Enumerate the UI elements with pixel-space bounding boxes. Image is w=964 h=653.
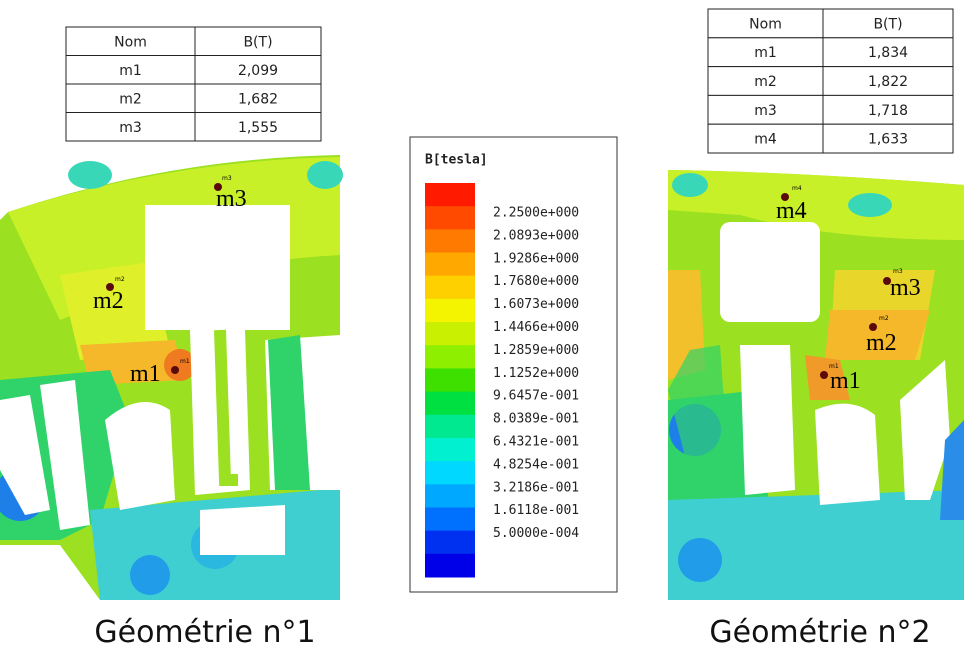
marker-dot [214, 183, 222, 191]
marker-dot [171, 366, 179, 374]
table-row [65, 26, 322, 56]
legend: B[tesla] 2.2500e+000 2.0893e+000 1.9286e+0… [409, 136, 618, 593]
legend-swatch [425, 345, 475, 369]
table-cell: m2 [754, 74, 777, 90]
legend-swatch [425, 252, 475, 277]
marker-small-label: m2 [879, 315, 889, 322]
table-cell: m1 [754, 45, 777, 61]
table-cell: 1,822 [868, 74, 908, 90]
table-row [707, 94, 954, 125]
legend-label: 4.8254e-001 [493, 457, 579, 472]
table-cell: m2 [119, 91, 142, 107]
table-header-cell: B(T) [243, 34, 272, 50]
markers: m3 m3 m2 m2 m1 m1 m4 m4 m3 m3 m2 m2 m1 m… [93, 175, 921, 394]
legend-swatch [425, 553, 475, 578]
legend-label: 8.0389e-001 [493, 412, 579, 427]
table-cell: 1,633 [868, 132, 908, 148]
table-cell: m1 [119, 63, 142, 79]
legend-swatch [425, 229, 475, 254]
marker-dot [106, 283, 114, 291]
legend-label: 1.6073e+000 [493, 297, 579, 312]
marker-label: m2 [93, 288, 124, 314]
legend-swatch [425, 275, 475, 300]
table-row [707, 66, 954, 96]
legend-label: 3.2186e-001 [493, 480, 579, 495]
marker-small-label: m3 [222, 175, 232, 182]
legend-label: 1.6118e-001 [493, 503, 579, 518]
table-cell: 1,718 [868, 103, 908, 119]
table-row [707, 37, 954, 68]
legend-label: 5.0000e-004 [493, 526, 579, 541]
legend-label: 1.4466e+000 [493, 320, 579, 335]
right-field-map [668, 170, 964, 600]
table-cell: 2,099 [238, 63, 278, 79]
table-header-cell: Nom [749, 16, 782, 32]
table-cell: m3 [754, 103, 777, 119]
table-row [707, 123, 954, 154]
legend-swatch [425, 298, 475, 323]
table-cell: m3 [119, 120, 142, 136]
marker-small-label: m1 [180, 358, 190, 365]
table-cell: 1,682 [238, 91, 278, 107]
legend-swatch [425, 368, 475, 393]
marker-dot [869, 323, 877, 331]
table-header-cell: B(T) [873, 16, 902, 32]
caption: Géométrie n°2 [709, 615, 930, 650]
marker-label: m3 [890, 275, 921, 301]
marker-label: m3 [216, 186, 247, 212]
legend-swatch [425, 206, 475, 230]
table-cell: 1,834 [868, 45, 908, 61]
table-row [65, 83, 322, 113]
legend-swatch [425, 484, 475, 508]
table-row [707, 8, 954, 39]
legend-label: 1.1252e+000 [493, 366, 579, 381]
caption: Géométrie n°1 [94, 615, 315, 650]
legend-title: B[tesla] [425, 153, 488, 168]
legend-swatch [425, 437, 475, 462]
legend-swatch [425, 391, 475, 416]
legend-label: 9.6457e-001 [493, 389, 579, 404]
marker-dot [883, 277, 891, 285]
right-table: Nom B(T) m1 1,834 m2 1,822 m3 1,718 m4 1,633 [707, 8, 954, 154]
legend-swatch [425, 322, 475, 346]
marker-label: m2 [866, 330, 897, 356]
legend-label: 2.0893e+000 [493, 228, 579, 243]
table-cell: 1,555 [238, 120, 278, 136]
marker-label: m1 [830, 368, 861, 394]
legend-swatch [425, 461, 475, 485]
table-header-cell: Nom [114, 34, 147, 50]
marker-small-label: m4 [792, 185, 802, 192]
legend-label: 6.4321e-001 [493, 435, 579, 450]
legend-label: 2.2500e+000 [493, 206, 579, 221]
marker-label: m1 [130, 361, 161, 387]
table-cell: m4 [754, 132, 777, 148]
marker-label: m4 [776, 198, 807, 224]
marker-small-label: m1 [829, 363, 839, 370]
left-table: Nom B(T) m1 2,099 m2 1,682 m3 1,555 [65, 26, 322, 142]
table-row [65, 112, 322, 142]
table-row [65, 55, 322, 85]
legend-swatch [425, 507, 475, 532]
legend-swatch [425, 530, 475, 555]
legend-label: 1.9286e+000 [493, 251, 579, 266]
marker-small-label: m2 [115, 276, 125, 283]
legend-swatch [425, 183, 475, 207]
left-field-map [0, 155, 343, 600]
marker-dot [781, 193, 789, 201]
legend-swatch [425, 414, 475, 439]
legend-label: 1.2859e+000 [493, 343, 579, 358]
marker-small-label: m3 [893, 268, 903, 275]
marker-dot [820, 371, 828, 379]
legend-label: 1.7680e+000 [493, 274, 579, 289]
